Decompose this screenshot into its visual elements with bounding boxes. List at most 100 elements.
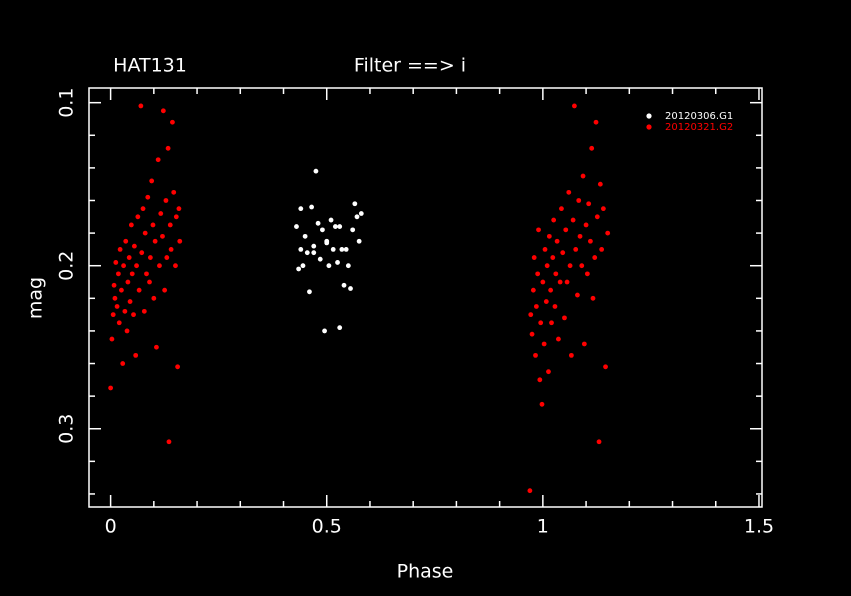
point xyxy=(542,247,548,252)
y-tick-label: 0.3 xyxy=(56,414,78,444)
point xyxy=(131,312,136,318)
point xyxy=(176,206,182,212)
point xyxy=(337,224,343,229)
point xyxy=(584,271,590,277)
point xyxy=(136,287,142,293)
legend-label: 20120321.G2 xyxy=(665,122,733,133)
point xyxy=(345,263,351,269)
point xyxy=(590,295,596,301)
x-tick-label: 1.5 xyxy=(744,516,774,538)
point xyxy=(110,312,116,318)
point xyxy=(548,287,554,293)
point xyxy=(296,266,302,272)
point xyxy=(140,206,146,212)
point xyxy=(341,282,347,288)
point xyxy=(552,304,558,309)
x-tick-label: 0 xyxy=(105,516,117,538)
point xyxy=(330,247,336,252)
point xyxy=(589,145,595,151)
point xyxy=(586,201,592,207)
point xyxy=(294,224,299,229)
point xyxy=(581,341,587,347)
point xyxy=(115,271,121,277)
point xyxy=(356,238,362,244)
point xyxy=(138,103,144,109)
x-tick-label: 0.5 xyxy=(312,516,342,538)
point xyxy=(350,227,356,233)
point xyxy=(154,344,159,350)
point xyxy=(157,263,162,269)
point xyxy=(339,247,345,252)
point xyxy=(302,233,308,239)
point xyxy=(304,250,310,256)
point xyxy=(599,247,605,252)
point xyxy=(352,201,358,207)
point xyxy=(173,263,178,269)
legend-label: 20120306.G1 xyxy=(665,111,733,122)
point xyxy=(129,271,135,277)
point xyxy=(576,198,582,203)
x-axis-label: Phase xyxy=(397,561,454,583)
point xyxy=(588,238,593,244)
point xyxy=(108,385,114,391)
point xyxy=(531,255,537,260)
point xyxy=(144,271,149,277)
point xyxy=(111,282,117,288)
point xyxy=(311,250,317,256)
point xyxy=(337,325,343,331)
point xyxy=(171,189,177,195)
point xyxy=(579,263,585,269)
point xyxy=(537,377,543,383)
point xyxy=(543,299,549,304)
point xyxy=(131,243,137,249)
point xyxy=(603,364,608,370)
point xyxy=(150,222,156,228)
point xyxy=(332,224,338,229)
point xyxy=(354,214,360,220)
point xyxy=(162,287,168,293)
point xyxy=(541,341,547,347)
point xyxy=(572,103,577,109)
legend-marker xyxy=(646,124,652,130)
point xyxy=(114,304,120,309)
point xyxy=(163,198,169,203)
point xyxy=(124,328,130,334)
point xyxy=(311,243,317,249)
x-tick-label: 1 xyxy=(537,516,549,538)
point xyxy=(540,279,546,285)
point xyxy=(307,289,312,295)
point xyxy=(147,279,152,285)
point xyxy=(315,220,321,226)
point xyxy=(528,312,534,318)
point xyxy=(592,255,598,260)
point xyxy=(113,260,119,265)
point xyxy=(164,255,170,260)
point xyxy=(147,255,153,260)
point xyxy=(120,361,126,366)
chart-title: HAT131 xyxy=(113,55,187,77)
point xyxy=(177,238,183,244)
point xyxy=(139,250,145,256)
point xyxy=(125,279,131,285)
point xyxy=(597,181,603,187)
chart-subtitle: Filter ==> i xyxy=(354,55,466,77)
point xyxy=(562,315,567,321)
point xyxy=(135,214,141,220)
point xyxy=(300,263,306,269)
point xyxy=(538,320,544,326)
point xyxy=(577,233,583,239)
point xyxy=(158,211,164,216)
point xyxy=(575,292,580,298)
point xyxy=(142,230,148,236)
point xyxy=(166,439,172,445)
y-axis-label: mag xyxy=(25,277,47,319)
point xyxy=(322,328,327,334)
point xyxy=(127,299,133,304)
point xyxy=(117,247,123,252)
point xyxy=(343,247,349,252)
point xyxy=(596,439,602,445)
point xyxy=(133,352,139,358)
point xyxy=(309,204,315,210)
